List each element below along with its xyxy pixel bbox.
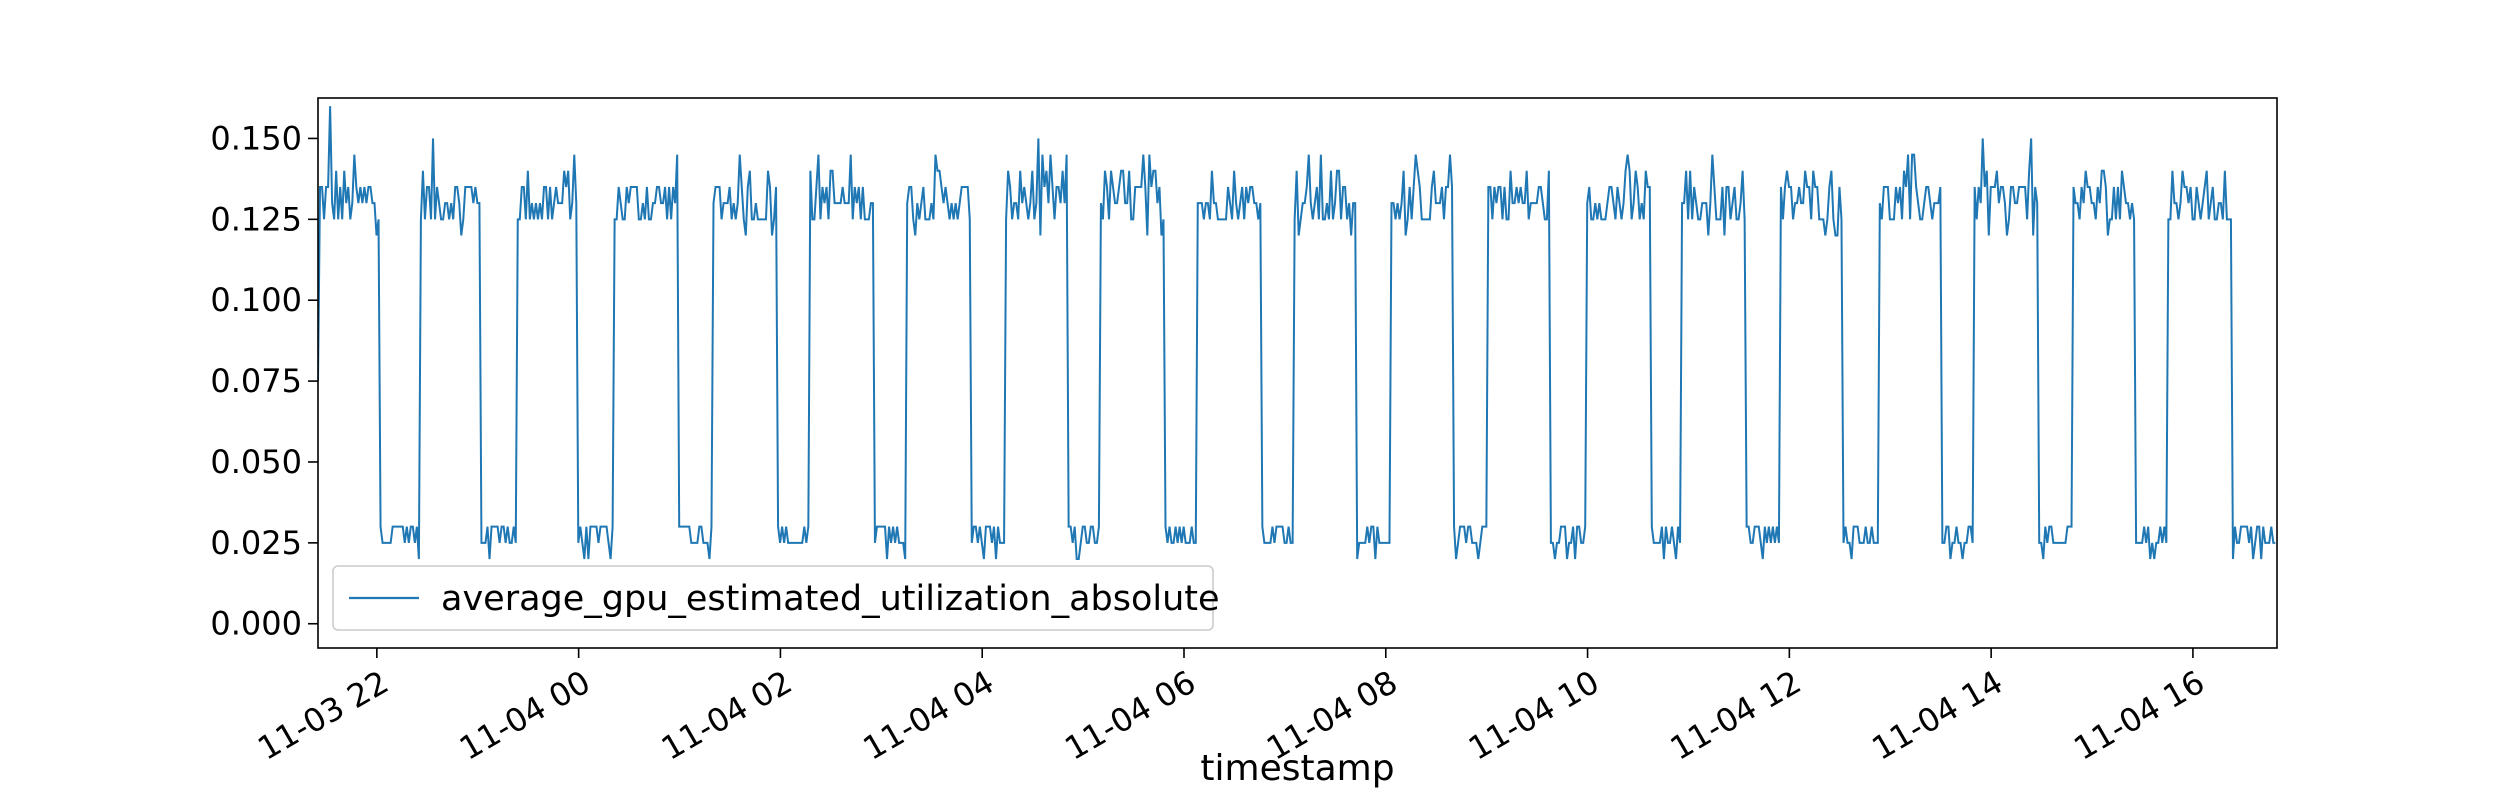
x-tick-label: 11-04 06 [1058,663,1202,768]
legend-box [332,565,1214,631]
y-tick-label: 0.075 [210,362,302,400]
y-tick-label: 0.100 [210,281,302,319]
x-tick-label: 11-03 22 [251,663,395,768]
x-tick-label: 11-04 14 [1866,663,2010,768]
legend: average_gpu_estimated_utilization_absolu… [332,565,1220,631]
legend-label: average_gpu_estimated_utilization_absolu… [441,579,1220,619]
y-tick-label: 0.000 [210,605,302,643]
x-tick-label: 11-04 16 [2067,663,2211,768]
series-line-average-gpu-estimated-utilization-absolute [318,106,2276,561]
x-tick-label: 11-04 04 [857,663,1001,768]
x-tick-label: 11-04 02 [655,663,799,768]
y-tick-label: 0.125 [210,200,302,238]
y-tick-label: 0.025 [210,524,302,562]
x-tick-label: 11-04 12 [1664,663,1808,768]
plot-area [318,106,2276,561]
x-tick-label: 11-04 00 [453,663,597,768]
x-axis-label: timestamp [1200,748,1394,789]
y-axis: 0.000 0.025 0.050 0.075 0.100 0.125 0.150 [210,119,318,643]
plot-frame [317,97,2278,649]
x-tick-label: 11-04 10 [1462,663,1606,768]
y-tick-label: 0.150 [210,119,302,157]
y-tick-label: 0.050 [210,443,302,481]
